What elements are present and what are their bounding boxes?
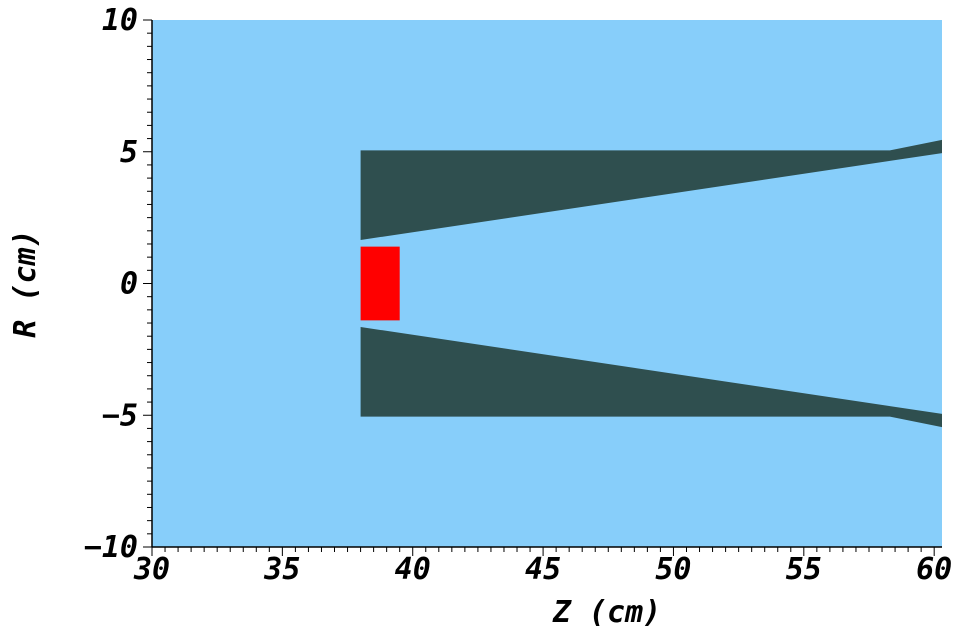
- x-tick-label: 55: [786, 552, 822, 587]
- x-tick-label: 35: [263, 552, 300, 587]
- lower-shield-region: [360, 327, 943, 428]
- tick-labels: 30 35 40 45 50 55 60 −10 −5 0 5 10: [84, 3, 952, 587]
- x-tick-label: 50: [655, 552, 691, 587]
- x-tick-label: 60: [916, 552, 952, 587]
- upper-shield-region: [360, 139, 943, 240]
- y-tick-label: 0: [120, 267, 138, 302]
- y-tick-label: 5: [120, 135, 138, 170]
- ticks: [143, 19, 935, 556]
- x-tick-label: 45: [525, 552, 561, 587]
- x-tick-label: 30: [133, 552, 170, 587]
- x-tick-label: 40: [395, 552, 431, 587]
- target-region: [360, 246, 400, 321]
- regions: [360, 139, 943, 428]
- x-axis-title: Z (cm): [552, 595, 661, 630]
- y-tick-label: 10: [102, 3, 138, 38]
- y-axis-title: R (cm): [8, 229, 43, 337]
- y-tick-label: −5: [102, 398, 138, 433]
- plot-background: [152, 20, 942, 547]
- y-tick-label: −10: [84, 530, 138, 565]
